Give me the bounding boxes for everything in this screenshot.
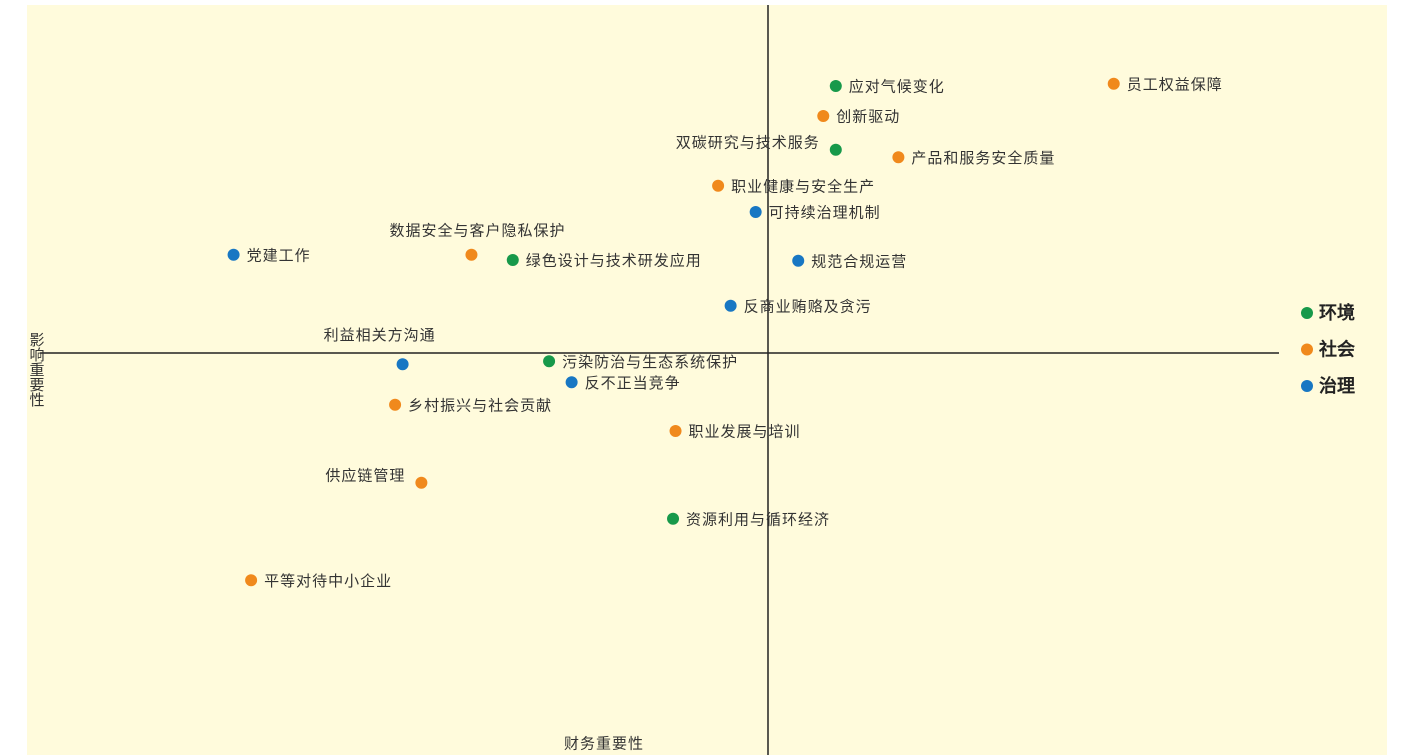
data-point (396, 358, 409, 371)
point-label: 创新驱动 (836, 108, 900, 126)
data-point (245, 574, 258, 587)
plot-background (27, 5, 1387, 755)
data-point (712, 179, 725, 192)
point-label: 双碳研究与技术服务 (676, 133, 820, 151)
legend-marker (1301, 380, 1313, 392)
data-point (465, 248, 478, 261)
legend-marker (1301, 307, 1313, 319)
point-label: 反商业贿赂及贪污 (744, 297, 872, 315)
point-label: 规范合规运营 (811, 252, 907, 270)
data-point (749, 206, 762, 218)
point-label: 乡村振兴与社会贡献 (408, 396, 552, 414)
point-label: 平等对待中小企业 (264, 572, 392, 590)
data-point (829, 143, 842, 156)
point-label: 员工权益保障 (1127, 75, 1223, 93)
data-point (724, 299, 737, 312)
point-label: 绿色设计与技术研发应用 (526, 252, 702, 270)
data-point (565, 376, 578, 389)
point-label: 党建工作 (247, 246, 311, 264)
legend-label: 治理 (1319, 375, 1355, 397)
point-label: 数据安全与客户隐私保护 (389, 221, 565, 239)
point-label: 职业健康与安全生产 (731, 177, 875, 195)
data-point (817, 110, 830, 122)
legend-label: 环境 (1319, 302, 1355, 324)
data-point (792, 254, 805, 267)
data-point (506, 254, 519, 266)
point-label: 利益相关方沟通 (324, 326, 436, 344)
x-axis-label: 财务重要性 (564, 735, 644, 753)
point-label: 应对气候变化 (849, 78, 945, 96)
data-point (389, 398, 402, 411)
y-axis-label: 影响重要性 (28, 332, 46, 407)
data-point (829, 80, 842, 92)
point-label: 职业发展与培训 (689, 423, 801, 441)
point-label: 反不正当竞争 (585, 374, 681, 392)
data-point (892, 151, 905, 164)
data-point (227, 248, 240, 261)
data-point (1107, 77, 1120, 90)
point-label: 污染防治与生态系统保护 (562, 353, 738, 371)
legend-label: 社会 (1319, 339, 1355, 361)
data-point (667, 512, 680, 525)
legend-marker (1301, 343, 1313, 356)
point-label: 供应链管理 (325, 466, 405, 484)
data-point (543, 355, 556, 368)
point-label: 资源利用与循环经济 (686, 510, 830, 528)
data-point (415, 476, 428, 489)
data-point (669, 425, 682, 437)
point-label: 可持续治理机制 (769, 204, 881, 222)
point-label: 产品和服务安全质量 (911, 149, 1055, 167)
